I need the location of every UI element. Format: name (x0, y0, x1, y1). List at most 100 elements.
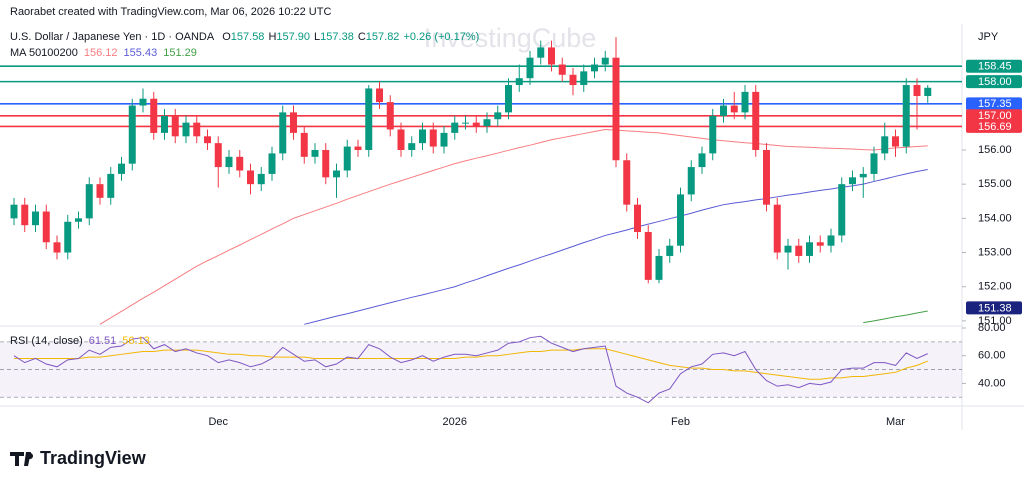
symbol-legend: U.S. Dollar / Japanese Yen · 1D · OANDA O… (10, 31, 479, 43)
candle-body (139, 98, 147, 106)
candle-body (268, 153, 276, 174)
candle-body (859, 173, 867, 178)
candle-body (343, 146, 351, 171)
candle-body (924, 87, 932, 96)
brand: TradingView (40, 448, 147, 468)
candle-body (784, 245, 792, 253)
level-label: 158.00 (978, 76, 1012, 88)
candle-body (612, 57, 620, 161)
level-label: 158.45 (978, 61, 1012, 73)
candle-body (300, 132, 308, 157)
ohlc-key: O (222, 31, 231, 43)
logo-icon (10, 452, 34, 466)
candle-body (193, 122, 201, 137)
candle-body (85, 184, 93, 219)
level-label-box (966, 97, 1022, 111)
candle-body (601, 57, 609, 65)
candle-body (408, 143, 416, 150)
candle-body (773, 204, 781, 253)
candle-body (591, 64, 598, 72)
candle-body (451, 122, 459, 133)
y-tick-label: 154.00 (978, 212, 1012, 224)
candle-body (128, 105, 136, 164)
level-label: 151.38 (978, 302, 1012, 314)
candle-body (838, 184, 846, 236)
moving-average (304, 168, 928, 325)
candle-body (161, 115, 168, 133)
candle-body (741, 91, 749, 113)
level-label-box (966, 301, 1022, 315)
candle-body (677, 194, 684, 246)
candle-body (763, 149, 770, 205)
candle-body (333, 170, 340, 178)
candle-body (580, 71, 588, 86)
candle-body (569, 74, 577, 86)
candle-body (902, 85, 910, 147)
candle-body (655, 255, 663, 280)
y-tick-label: 156.00 (978, 144, 1012, 156)
ma-value: 155.43 (124, 47, 158, 59)
moving-average (863, 310, 928, 324)
x-tick-label: 2026 (443, 416, 467, 428)
level-label: 157.35 (978, 98, 1012, 110)
rsi-tick-label: 40.00 (978, 377, 1006, 389)
ohlc-key: L (314, 31, 320, 43)
rsi-title: RSI (14, close) (10, 335, 83, 347)
attribution: Raorabet created with TradingView.com, M… (10, 6, 331, 18)
candle-body (419, 129, 426, 144)
y-tick-label: 151.00 (978, 315, 1012, 327)
y-tick-label: 155.00 (978, 178, 1012, 190)
candle-body (225, 156, 233, 168)
candle-body (279, 112, 287, 154)
candle-body (311, 149, 319, 157)
ohlc-key: C (358, 31, 366, 43)
level-label-box (966, 59, 1022, 73)
candle-body (440, 132, 448, 147)
x-tick-label: Dec (208, 416, 228, 428)
candle-body (64, 221, 72, 253)
candle-body (376, 88, 383, 103)
candle-body (290, 112, 297, 133)
candle-body (397, 129, 405, 150)
candle-body (214, 143, 222, 168)
rsi-ma-line (14, 348, 928, 380)
candle-body (558, 64, 566, 75)
candle-body (720, 105, 727, 116)
candle-body (515, 78, 523, 86)
ohlc-value: 157.82 (366, 31, 400, 43)
candle-body (752, 91, 760, 150)
candle-body (892, 136, 899, 147)
candle-body (537, 47, 545, 58)
ma-title: MA 50100200 (10, 47, 78, 59)
ohlc-key: H (268, 31, 276, 43)
candle-body (623, 160, 631, 205)
candle-body (849, 177, 856, 185)
currency: JPY (978, 31, 999, 43)
level-label-box (966, 109, 1022, 123)
candle-body (42, 211, 50, 243)
candle-body (10, 204, 18, 219)
brand-logo: TradingView (10, 448, 147, 468)
y-tick-label: 153.00 (978, 246, 1012, 258)
candle-body (322, 149, 330, 178)
candle-body (881, 136, 889, 154)
candle-body (709, 115, 717, 154)
candle-body (472, 122, 480, 127)
rsi-line (13, 335, 928, 404)
candle-body (150, 98, 158, 133)
ohlc-value: 157.38 (320, 31, 354, 43)
candle-body (505, 85, 512, 113)
ohlc-value: 157.90 (276, 31, 310, 43)
candle-body (666, 245, 674, 256)
level-label: 157.00 (978, 110, 1012, 122)
candle-body (730, 105, 738, 113)
rsi-band (0, 341, 962, 398)
candle-body (644, 232, 652, 280)
rsi-legend: RSI (14, close) 61.51 56.13 (10, 335, 150, 347)
candle-body (171, 115, 179, 137)
candle-body (687, 167, 695, 195)
moving-average (99, 128, 928, 325)
ma-legend: MA 50100200 156.12 155.43 151.29 (10, 47, 197, 59)
candle-body (236, 156, 244, 171)
candle-body (386, 102, 394, 130)
